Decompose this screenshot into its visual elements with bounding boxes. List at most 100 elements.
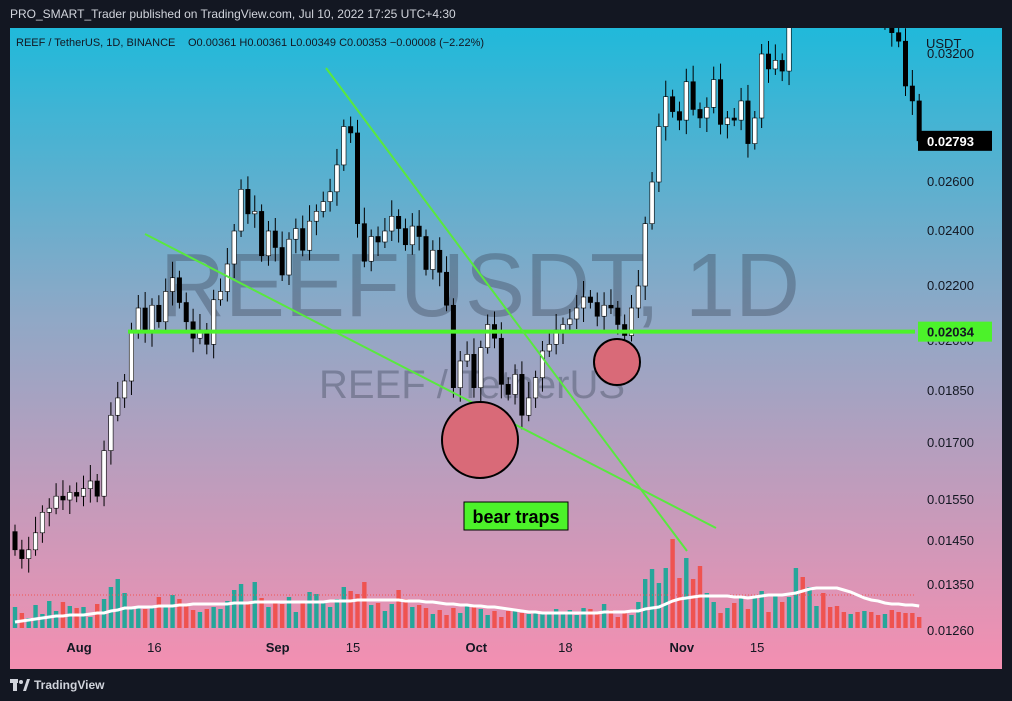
candle bbox=[33, 516, 39, 556]
volume-bar bbox=[622, 613, 627, 628]
candle bbox=[396, 209, 402, 243]
candle bbox=[409, 213, 415, 255]
candle-body-down bbox=[444, 271, 450, 306]
trendline-upper[interactable] bbox=[325, 67, 688, 552]
time-tick-label: Nov bbox=[670, 640, 695, 655]
volume-bar bbox=[910, 613, 915, 628]
volume-bar bbox=[238, 584, 244, 628]
candle-body-up bbox=[341, 126, 347, 166]
candle-body-up bbox=[149, 304, 155, 334]
candle bbox=[265, 221, 271, 266]
volume-bar bbox=[410, 607, 415, 628]
time-axis[interactable]: Aug 16 Sep 15 Oct 18 Nov 15 bbox=[66, 640, 764, 655]
candle bbox=[156, 295, 162, 328]
candle-body-up bbox=[772, 60, 778, 70]
candle-body-down bbox=[176, 277, 182, 303]
candle-body-up bbox=[163, 291, 169, 323]
candle bbox=[430, 240, 436, 280]
volume-bar bbox=[156, 597, 162, 628]
candle bbox=[471, 338, 477, 398]
candle-body-up bbox=[478, 347, 484, 388]
volume-bar bbox=[690, 579, 696, 628]
candle bbox=[361, 207, 367, 268]
candle-body-up bbox=[656, 126, 662, 183]
chart-svg[interactable]: REEFUSDT, 1D REEF / TetherUS bear traps … bbox=[10, 0, 1002, 669]
volume-ma-line bbox=[14, 586, 920, 624]
candle-body-up bbox=[265, 230, 271, 257]
candle-body-down bbox=[519, 374, 525, 416]
last-price-label-box bbox=[918, 130, 992, 151]
volume-bar bbox=[163, 607, 168, 628]
time-tick-label: 15 bbox=[346, 640, 360, 655]
candle-body-up bbox=[286, 238, 292, 276]
candle-body-up bbox=[382, 230, 388, 243]
candle-body-up bbox=[128, 332, 134, 382]
price-tick-label: 0.02600 bbox=[927, 174, 974, 189]
volume-bar bbox=[464, 606, 470, 628]
candle-body-up bbox=[211, 299, 217, 345]
candle-body-up bbox=[759, 53, 765, 119]
candle-body-up bbox=[389, 216, 395, 232]
candle bbox=[375, 226, 381, 256]
volume-bar bbox=[122, 593, 127, 628]
volume-bar bbox=[533, 612, 538, 628]
volume-bar bbox=[314, 594, 319, 628]
chart-area[interactable]: REEFUSDT, 1D REEF / TetherUS bear traps … bbox=[10, 0, 1002, 669]
candle-body-up bbox=[115, 397, 121, 416]
candle bbox=[101, 440, 107, 507]
price-tick-label: 0.02400 bbox=[927, 223, 974, 238]
time-tick-label: 15 bbox=[750, 640, 764, 655]
volume-bar bbox=[800, 577, 805, 628]
bear-trap-circle-large[interactable] bbox=[441, 401, 519, 479]
candle bbox=[19, 539, 25, 569]
volume-bar bbox=[177, 599, 182, 628]
candle-body-up bbox=[122, 380, 128, 399]
volume-bar bbox=[560, 613, 566, 628]
volume-bar bbox=[273, 602, 278, 628]
volume-bar bbox=[108, 587, 114, 628]
candle-body-down bbox=[896, 32, 902, 42]
candle bbox=[738, 87, 744, 131]
volume-bar bbox=[245, 602, 251, 628]
volume-bar bbox=[793, 568, 799, 628]
volume-bar bbox=[252, 582, 257, 628]
candle-body-down bbox=[731, 117, 737, 121]
candle bbox=[423, 229, 429, 276]
volume-bar bbox=[752, 596, 757, 628]
volume-bar bbox=[643, 579, 648, 628]
candle bbox=[252, 195, 258, 228]
volume-bar bbox=[142, 609, 148, 628]
time-tick-label: Aug bbox=[66, 640, 91, 655]
volume-bar bbox=[12, 607, 18, 628]
volume-bar bbox=[437, 610, 442, 628]
volume-bar bbox=[917, 617, 922, 628]
volume-bar bbox=[211, 607, 216, 628]
candle bbox=[176, 270, 182, 309]
candle-body-up bbox=[649, 181, 655, 224]
candle-body-up bbox=[334, 164, 340, 193]
volume-bar bbox=[40, 614, 45, 628]
annotation-box[interactable] bbox=[463, 501, 569, 531]
volume-bar bbox=[889, 610, 894, 628]
trendline-lower[interactable] bbox=[144, 233, 717, 529]
candle bbox=[676, 101, 682, 131]
candle-body-up bbox=[135, 307, 141, 334]
volume-bar bbox=[684, 558, 689, 628]
price-axis[interactable]: USDT 0.01260 0.01350 0.01450 0.01550 0.01700… bbox=[926, 36, 974, 638]
candle bbox=[505, 377, 511, 401]
candle-body-down bbox=[450, 304, 456, 388]
candle-body-down bbox=[402, 228, 408, 246]
volume-bar bbox=[279, 604, 285, 628]
candle bbox=[402, 218, 408, 251]
time-tick-label: Sep bbox=[266, 640, 290, 655]
candle-body-up bbox=[87, 480, 93, 489]
candle-body-up bbox=[663, 96, 669, 127]
candle-body-up bbox=[464, 354, 470, 362]
volume-bar bbox=[499, 617, 504, 628]
candle-body-up bbox=[39, 511, 45, 534]
candle bbox=[313, 204, 319, 236]
candle-body-down bbox=[608, 304, 614, 309]
candle bbox=[94, 474, 100, 503]
bear-trap-circle-small[interactable] bbox=[593, 338, 641, 386]
volume-bar bbox=[512, 610, 518, 628]
